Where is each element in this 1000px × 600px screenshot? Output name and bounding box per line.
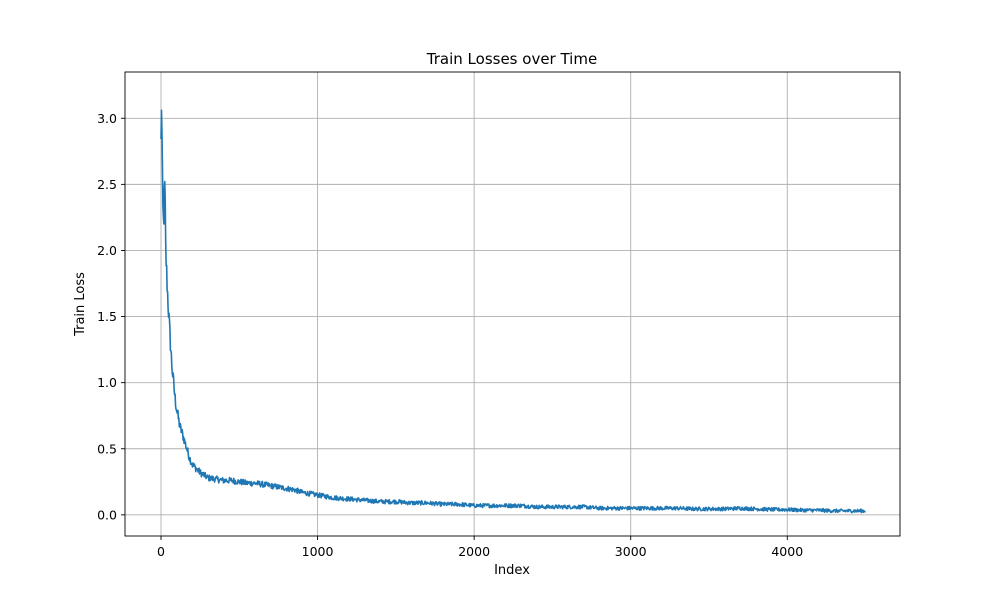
- series-group: [160, 109, 866, 514]
- y-tick-label: 1.5: [97, 309, 117, 324]
- train-loss-line: [160, 109, 866, 514]
- x-tick-label: 3000: [615, 544, 647, 559]
- y-tick-label: 2.5: [97, 177, 117, 192]
- y-tick-label: 3.0: [97, 111, 117, 126]
- x-tick-label: 1000: [302, 544, 334, 559]
- chart-title: Train Losses over Time: [426, 50, 597, 68]
- y-tick-label: 2.0: [97, 243, 117, 258]
- y-tick-label: 1.0: [97, 375, 117, 390]
- axis-ticks: 0 1000 2000 3000 4000 0.0 0.5 1.0 1.5 2.0 2.5 3.0: [97, 111, 803, 559]
- x-tick-label: 4000: [771, 544, 803, 559]
- y-axis-label: Train Loss: [73, 272, 88, 337]
- x-tick-label: 2000: [458, 544, 490, 559]
- x-tick-label: 0: [157, 544, 165, 559]
- y-tick-label: 0.0: [97, 507, 117, 522]
- x-axis-label: Index: [494, 563, 530, 578]
- y-tick-label: 0.5: [97, 441, 117, 456]
- plot-frame: [124, 71, 901, 537]
- grid-lines: [125, 72, 900, 536]
